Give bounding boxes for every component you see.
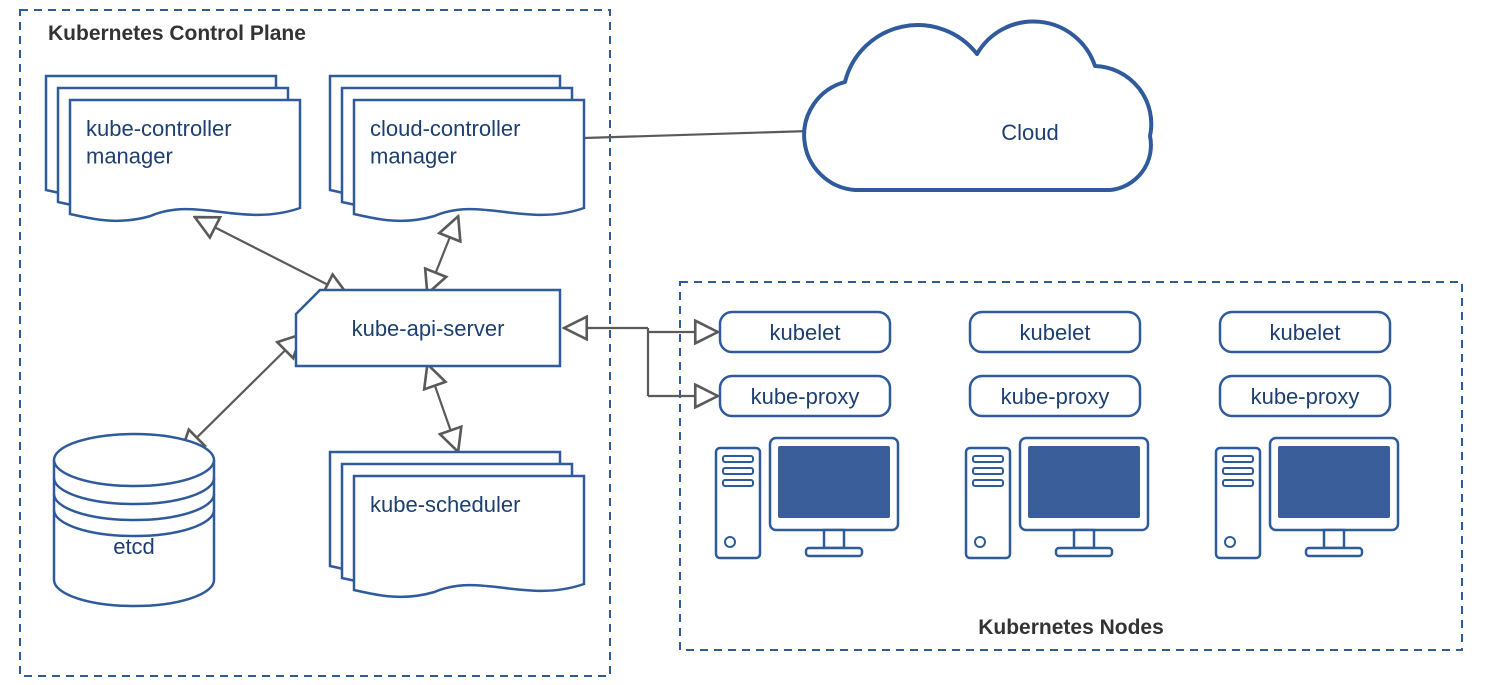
kube-api-server-label: kube-api-server: [352, 316, 505, 341]
cloud-label: Cloud: [1001, 120, 1058, 145]
kubelet-pill-2: kubelet: [1220, 312, 1390, 352]
cloud: Cloud: [804, 21, 1151, 190]
computer-icon: [1216, 438, 1398, 558]
svg-text:kube-proxy: kube-proxy: [1001, 384, 1110, 409]
kubelet-pill-1: kubelet: [970, 312, 1140, 352]
kube-api-server: kube-api-server: [296, 290, 560, 366]
svg-text:kubelet: kubelet: [1270, 320, 1341, 345]
computer-icon: [716, 438, 898, 558]
kubeproxy-pill-0: kube-proxy: [720, 376, 890, 416]
kube-controller-manager: kube-controllermanager: [46, 76, 300, 221]
kubeproxy-pill-1: kube-proxy: [970, 376, 1140, 416]
etcd: etcd: [54, 434, 214, 606]
svg-text:kube-proxy: kube-proxy: [1251, 384, 1360, 409]
svg-text:kubelet: kubelet: [1020, 320, 1091, 345]
computer-icon: [966, 438, 1148, 558]
svg-text:kubelet: kubelet: [770, 320, 841, 345]
control-plane-title: Kubernetes Control Plane: [48, 22, 306, 45]
kubelet-pill-0: kubelet: [720, 312, 890, 352]
kubeproxy-pill-2: kube-proxy: [1220, 376, 1390, 416]
kube-scheduler-label: kube-scheduler: [370, 492, 520, 517]
etcd-label: etcd: [113, 534, 155, 559]
nodes-panel-title: Kubernetes Nodes: [978, 616, 1164, 639]
cloud-controller-manager: cloud-controllermanager: [330, 76, 584, 221]
kube-scheduler: kube-scheduler: [330, 452, 584, 597]
svg-text:kube-proxy: kube-proxy: [751, 384, 860, 409]
